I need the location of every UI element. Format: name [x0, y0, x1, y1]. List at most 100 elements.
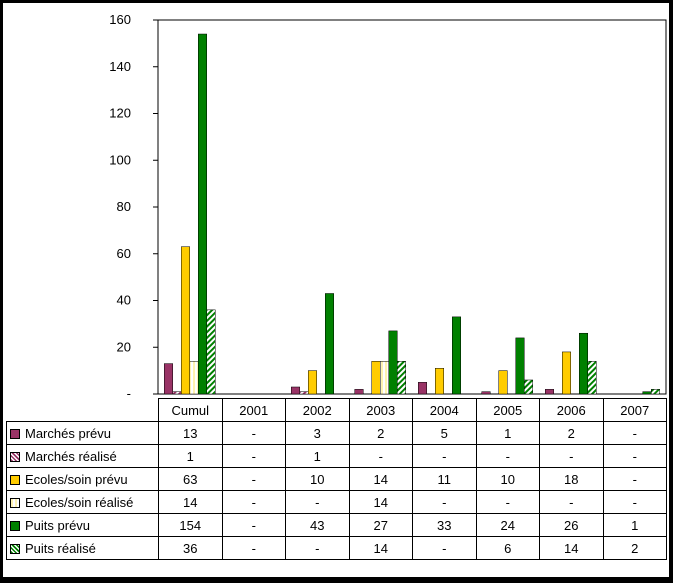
bar	[299, 391, 309, 395]
legend-key	[10, 520, 20, 531]
table-cell: 14	[158, 490, 223, 514]
bar	[397, 361, 406, 395]
chart-frame: -20 40 60 80 100 120 140 160 Cumul 2001 2002 2003 2…	[3, 3, 669, 577]
table-cell: 1	[158, 444, 223, 468]
legend-key	[10, 428, 20, 439]
y-tick-label: 80	[117, 199, 131, 214]
table-cell: -	[602, 467, 667, 491]
bar	[388, 330, 398, 395]
table-cell: -	[348, 444, 413, 468]
y-tick-label: 160	[109, 12, 131, 27]
legend-label: Puits réalisé	[25, 540, 96, 556]
table-corner	[6, 398, 159, 422]
table-cell: -	[475, 444, 540, 468]
table-cell: 36	[158, 536, 223, 560]
y-tick-label: 60	[117, 246, 131, 261]
table-row: Marchés réalisé 1-1- - - - -	[6, 444, 667, 468]
table-cell: -	[602, 421, 667, 445]
table-row: Ecoles/soin réalisé 14- -14- - - -	[6, 490, 667, 514]
bar	[418, 382, 427, 395]
legend-entry: Puits prévu	[6, 513, 159, 537]
bar	[371, 361, 381, 395]
y-tick-label: -	[127, 386, 131, 398]
table-cell: -	[602, 490, 667, 514]
table-cell: -	[221, 421, 286, 445]
table-cell: 2	[602, 536, 667, 560]
bar	[206, 309, 216, 395]
bar	[291, 386, 300, 395]
y-tick-label: 100	[109, 152, 131, 167]
table-cell: 10	[475, 467, 540, 491]
table-cell: -	[221, 467, 286, 491]
table-cell: -	[602, 444, 667, 468]
bar	[481, 391, 491, 395]
y-tick-label: 20	[117, 339, 131, 354]
category-label: 2004	[412, 398, 477, 422]
table-cell: 63	[158, 467, 223, 491]
legend-entry: Puits réalisé	[6, 536, 159, 560]
table-cell: -	[221, 490, 286, 514]
table-cell: 18	[539, 467, 604, 491]
bar	[181, 246, 190, 395]
legend-key	[10, 497, 20, 508]
table-cell: -	[475, 490, 540, 514]
table-cell: -	[412, 536, 477, 560]
table-header-row: Cumul 2001 2002 2003 2004 2005 2006 2007	[6, 398, 667, 422]
bar	[354, 389, 364, 395]
table-cell: 33	[412, 513, 477, 537]
table-cell: 2	[539, 421, 604, 445]
table-cell: 6	[475, 536, 540, 560]
category-label: 2007	[602, 398, 667, 422]
legend-label: Marchés prévu	[25, 425, 111, 441]
y-axis: - 20 40 60 80 100 120 140 160	[109, 12, 158, 398]
bar-group	[164, 33, 660, 395]
bar	[325, 293, 334, 395]
table-cell: 27	[348, 513, 413, 537]
category-label: Cumul	[158, 398, 223, 422]
table-row: Marchés prévu 13-3 2 5 1 2-	[6, 421, 667, 445]
table-cell: 14	[539, 536, 604, 560]
bar	[524, 379, 533, 395]
table-cell: -	[285, 490, 350, 514]
bar	[545, 389, 554, 395]
table-cell: 14	[348, 490, 413, 514]
table-cell: 2	[348, 421, 413, 445]
table-cell: 24	[475, 513, 540, 537]
bar	[587, 361, 597, 395]
category-label: 2006	[539, 398, 604, 422]
bar	[515, 337, 525, 395]
legend-key	[10, 451, 20, 462]
legend-entry: Marchés réalisé	[6, 444, 159, 468]
bar	[642, 391, 652, 395]
table-cell: 1	[285, 444, 350, 468]
legend-entry: Marchés prévu	[6, 421, 159, 445]
table-cell: 1	[475, 421, 540, 445]
table-row: Puits prévu 154-43 27 33 24 26 1	[6, 513, 667, 537]
bar	[172, 391, 182, 395]
category-label: 2005	[475, 398, 540, 422]
table-cell: 13	[158, 421, 223, 445]
bar	[562, 351, 571, 395]
category-label: 2003	[348, 398, 413, 422]
category-label: 2001	[221, 398, 286, 422]
legend-label: Ecoles/soin prévu	[25, 471, 128, 487]
y-tick-label: 140	[109, 59, 131, 74]
bar	[380, 361, 389, 395]
bar	[308, 370, 317, 395]
legend-key	[10, 474, 20, 485]
legend-label: Marchés réalisé	[25, 448, 117, 464]
bar	[164, 363, 173, 395]
table-cell: 10	[285, 467, 350, 491]
legend-key	[10, 543, 20, 554]
table-cell: 1	[602, 513, 667, 537]
legend-entry: Ecoles/soin prévu	[6, 467, 159, 491]
table-row: Puits réalisé 36- -14-6 14 2	[6, 536, 667, 560]
table-cell: -	[412, 444, 477, 468]
legend-entry: Ecoles/soin réalisé	[6, 490, 159, 514]
table-cell: 11	[412, 467, 477, 491]
table-cell: 3	[285, 421, 350, 445]
bar	[452, 316, 461, 395]
table-cell: 14	[348, 536, 413, 560]
table-cell: 154	[158, 513, 223, 537]
table-cell: 43	[285, 513, 350, 537]
